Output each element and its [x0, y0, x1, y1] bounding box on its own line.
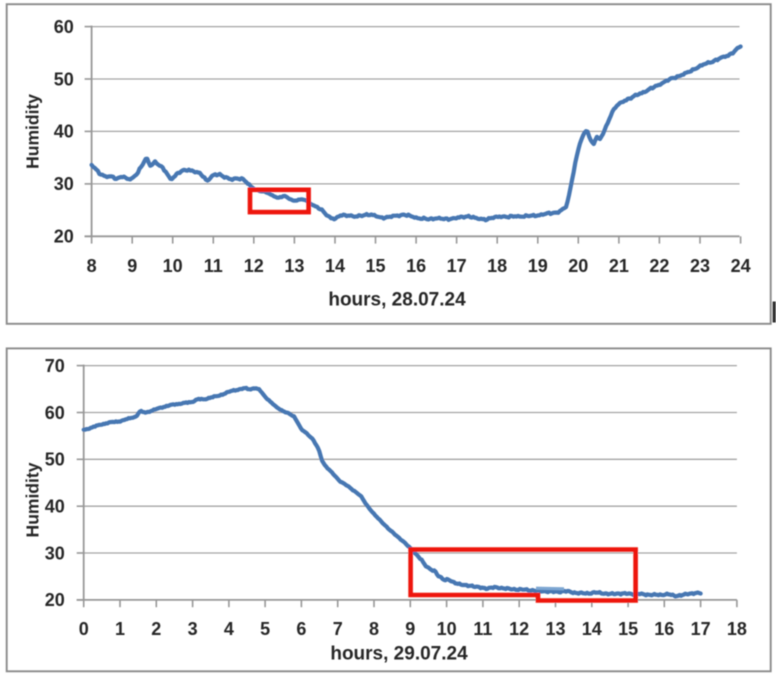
- svg-text:hours, 29.07.24: hours, 29.07.24: [330, 644, 468, 665]
- svg-text:24: 24: [731, 256, 751, 276]
- svg-text:13: 13: [284, 256, 304, 276]
- svg-text:1: 1: [115, 619, 125, 639]
- svg-text:12: 12: [244, 256, 264, 276]
- svg-text:4: 4: [224, 619, 234, 639]
- svg-text:hours, 28.07.24: hours, 28.07.24: [328, 290, 466, 311]
- svg-text:40: 40: [45, 497, 65, 517]
- svg-text:5: 5: [260, 619, 270, 639]
- svg-text:50: 50: [54, 69, 74, 89]
- svg-text:70: 70: [45, 356, 65, 376]
- svg-text:8: 8: [87, 256, 97, 276]
- svg-text:17: 17: [447, 256, 467, 276]
- svg-text:16: 16: [406, 256, 426, 276]
- svg-text:30: 30: [54, 174, 74, 194]
- svg-text:0: 0: [79, 619, 89, 639]
- svg-text:11: 11: [204, 256, 223, 276]
- svg-text:18: 18: [487, 256, 507, 276]
- svg-text:15: 15: [365, 256, 385, 276]
- svg-text:10: 10: [437, 619, 457, 639]
- svg-text:9: 9: [405, 619, 415, 639]
- svg-text:8: 8: [369, 619, 379, 639]
- svg-text:14: 14: [325, 256, 345, 276]
- svg-text:17: 17: [691, 619, 711, 639]
- svg-text:20: 20: [568, 256, 588, 276]
- svg-text:14: 14: [582, 619, 602, 639]
- svg-text:50: 50: [45, 450, 65, 470]
- svg-text:22: 22: [649, 256, 669, 276]
- svg-text:21: 21: [609, 256, 629, 276]
- svg-text:6: 6: [296, 619, 306, 639]
- svg-text:15: 15: [618, 619, 638, 639]
- svg-text:23: 23: [690, 256, 710, 276]
- svg-text:11: 11: [473, 619, 492, 639]
- svg-text:12: 12: [509, 619, 529, 639]
- svg-text:2: 2: [151, 619, 161, 639]
- svg-text:20: 20: [54, 227, 74, 247]
- svg-text:7: 7: [333, 619, 343, 639]
- svg-text:60: 60: [54, 17, 74, 37]
- svg-text:19: 19: [528, 256, 548, 276]
- svg-text:30: 30: [45, 543, 65, 563]
- svg-text:13: 13: [545, 619, 565, 639]
- svg-text:3: 3: [188, 619, 198, 639]
- svg-text:9: 9: [127, 256, 137, 276]
- svg-text:20: 20: [45, 590, 65, 610]
- svg-text:Humidity: Humidity: [23, 94, 43, 169]
- svg-text:10: 10: [163, 256, 183, 276]
- svg-text:40: 40: [54, 122, 74, 142]
- svg-text:18: 18: [727, 619, 747, 639]
- svg-text:16: 16: [654, 619, 674, 639]
- svg-text:60: 60: [45, 403, 65, 423]
- svg-text:Humidity: Humidity: [23, 462, 43, 537]
